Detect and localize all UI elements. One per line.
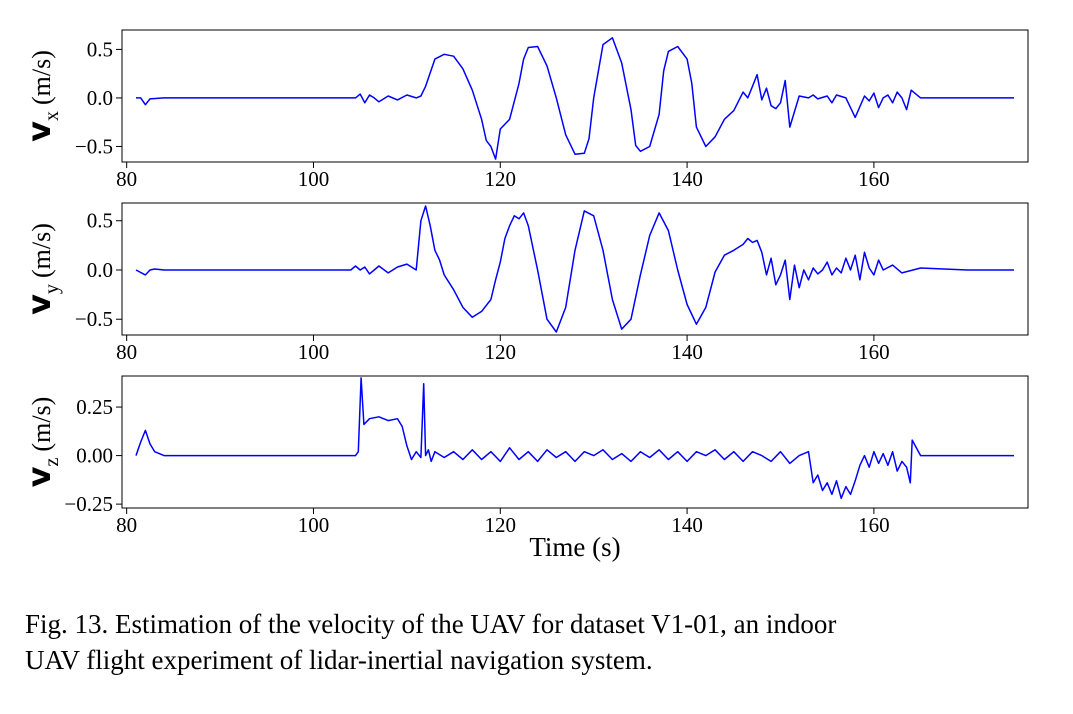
y-tick-label: 0.0 (87, 258, 113, 282)
x-tick-label: 100 (298, 513, 330, 537)
x-axis-label-time: Time (s) (529, 532, 620, 562)
caption-line-2: UAV flight experiment of lidar-inertial … (25, 645, 653, 675)
x-tick-label: 120 (485, 340, 517, 364)
y-axis-subscript-vz: z (41, 457, 63, 466)
y-axis-symbol-vx: v (20, 121, 58, 142)
velocity-figure: −0.50.00.5 80 100 120 140 160 vx(m/s) −0.50.… (20, 29, 1029, 562)
x-tick-label: 160 (858, 340, 890, 364)
y-tick-label: −0.25 (64, 492, 113, 516)
x-tick-label: 100 (298, 167, 330, 191)
x-ticks-vy: 80 100 120 140 160 (116, 335, 890, 364)
y-tick-label: −0.5 (75, 134, 113, 158)
x-tick-label: 100 (298, 340, 330, 364)
y-axis-unit-vy: (m/s) (27, 223, 56, 278)
series-line-vy (135, 205, 1014, 333)
series-line-vx (136, 37, 1014, 160)
subplot-vx: −0.5 0.0 0.5 80 100 120 140 160 vx (m/s) (20, 29, 1029, 191)
x-tick-label: 80 (116, 340, 137, 364)
figure-caption: Fig. 13. Estimation of the velocity of t… (25, 606, 1035, 678)
y-tick-label: −0.5 (75, 307, 113, 331)
y-axis-subscript-vy: y (41, 284, 63, 294)
y-axis-label-vx: vx (m/s) (20, 50, 63, 142)
x-tick-label: 140 (671, 167, 703, 191)
y-axis-unit-vx: (m/s) (27, 50, 56, 105)
plot-frame-vx (121, 29, 1029, 163)
y-axis-label-vy: vy (m/s) (20, 223, 63, 315)
y-ticks-vx: −0.5 0.0 0.5 (75, 37, 122, 158)
x-tick-label: 160 (858, 167, 890, 191)
y-ticks-vy: −0.5 0.0 0.5 (75, 209, 122, 331)
y-axis-symbol-vy: v (20, 294, 58, 315)
x-tick-label: 140 (671, 340, 703, 364)
plot-frame-vy (121, 202, 1029, 336)
y-tick-label: 0.5 (87, 37, 113, 61)
subplot-vy: −0.5 0.0 0.5 80 100 120 140 160 vy (m/s) (20, 202, 1029, 364)
x-tick-label: 140 (671, 513, 703, 537)
x-tick-label: 120 (485, 513, 517, 537)
caption-line-1: Fig. 13. Estimation of the velocity of t… (25, 609, 837, 639)
y-tick-label: 0.0 (87, 86, 113, 110)
x-tick-label: 80 (116, 167, 137, 191)
y-tick-label: 0.5 (87, 209, 113, 233)
subplot-vz: −0.25 0.00 0.25 80 100 120 140 160 vz (m/s) Tim… (20, 375, 1029, 562)
series-line-vz (135, 377, 1014, 500)
y-axis-symbol-vz: v (20, 466, 58, 487)
y-axis-unit-vz: (m/s) (27, 397, 56, 452)
plot-frame-vz (121, 375, 1029, 509)
x-ticks-vx: 80 100 120 140 160 (116, 162, 890, 191)
x-ticks-vz: 80 100 120 140 160 (116, 508, 890, 537)
y-axis-label-vz: vz (m/s) (20, 397, 63, 488)
x-tick-label: 80 (116, 513, 137, 537)
y-axis-subscript-vx: x (41, 111, 63, 121)
y-ticks-vz: −0.25 0.00 0.25 (64, 395, 122, 516)
y-tick-label: 0.00 (76, 444, 113, 468)
y-tick-label: 0.25 (76, 395, 113, 419)
x-tick-label: 160 (858, 513, 890, 537)
x-tick-label: 120 (485, 167, 517, 191)
